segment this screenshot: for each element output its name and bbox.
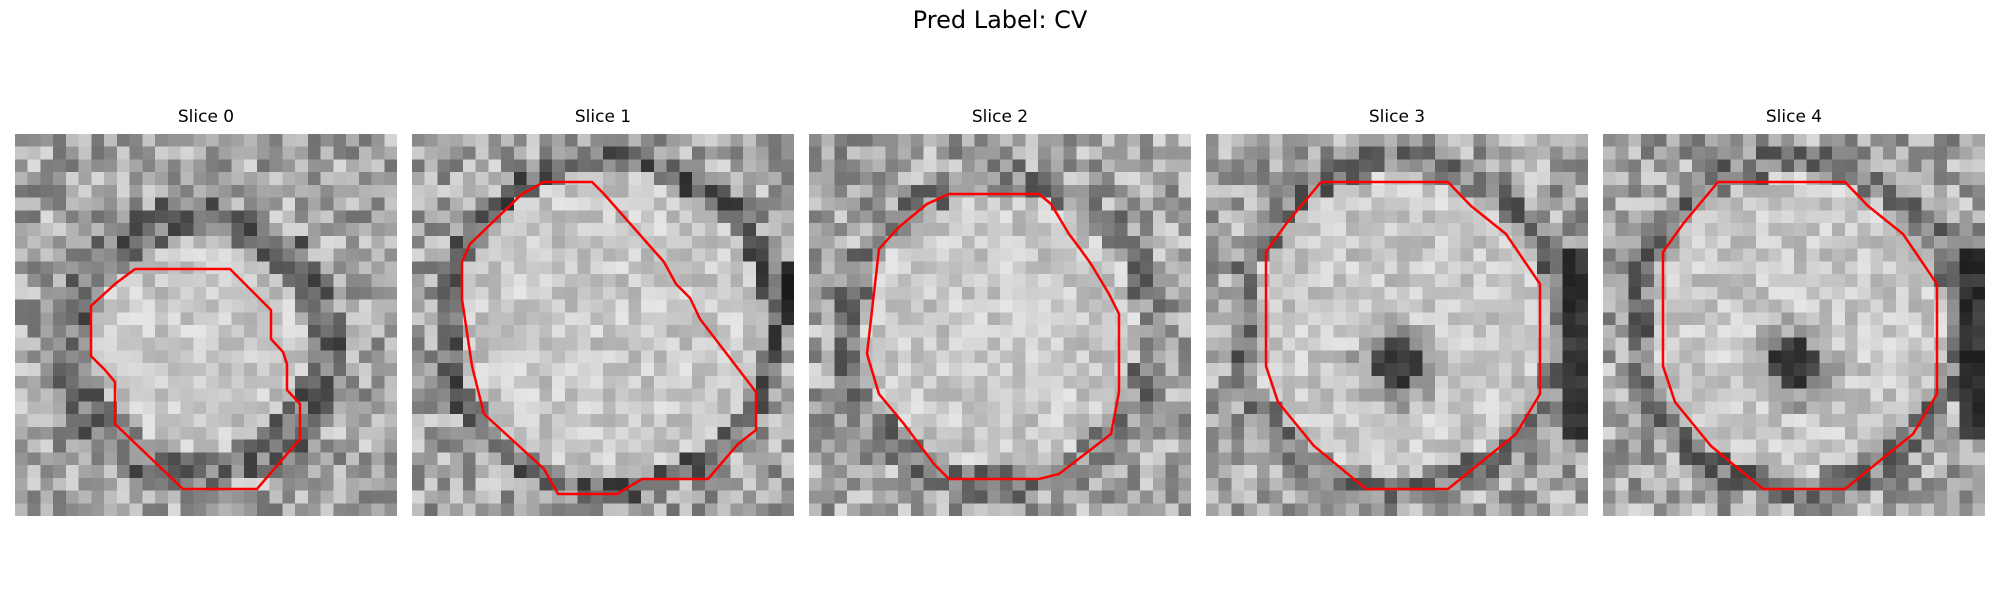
slice-panel-2: Slice 2 — [809, 107, 1191, 516]
contour-overlay — [1661, 180, 1939, 491]
contour-overlay — [460, 180, 758, 496]
grayscale-image — [1603, 134, 1985, 516]
contour-overlay — [865, 192, 1121, 481]
contour-overlay — [1264, 180, 1542, 491]
segmentation-contour — [460, 180, 758, 496]
slice-panel-4: Slice 4 — [1603, 107, 1985, 516]
slice-panel-1: Slice 1 — [412, 107, 794, 516]
segmentation-contour — [89, 267, 302, 491]
slice-panel-0: Slice 0 — [15, 107, 397, 516]
slice-title: Slice 3 — [1368, 107, 1426, 127]
slice-title: Slice 0 — [177, 107, 235, 127]
grayscale-image — [1206, 134, 1588, 516]
slice-title: Slice 2 — [971, 107, 1029, 127]
slice-title: Slice 4 — [1765, 107, 1823, 127]
grayscale-image — [809, 134, 1191, 516]
slice-panel-3: Slice 3 — [1206, 107, 1588, 516]
segmentation-contour — [1264, 180, 1542, 491]
contour-overlay — [89, 267, 302, 491]
figure-title: Pred Label: CV — [912, 6, 1088, 34]
segmentation-contour — [865, 192, 1121, 481]
grayscale-image — [15, 134, 397, 516]
segmentation-contour — [1661, 180, 1939, 491]
slice-title: Slice 1 — [574, 107, 632, 127]
